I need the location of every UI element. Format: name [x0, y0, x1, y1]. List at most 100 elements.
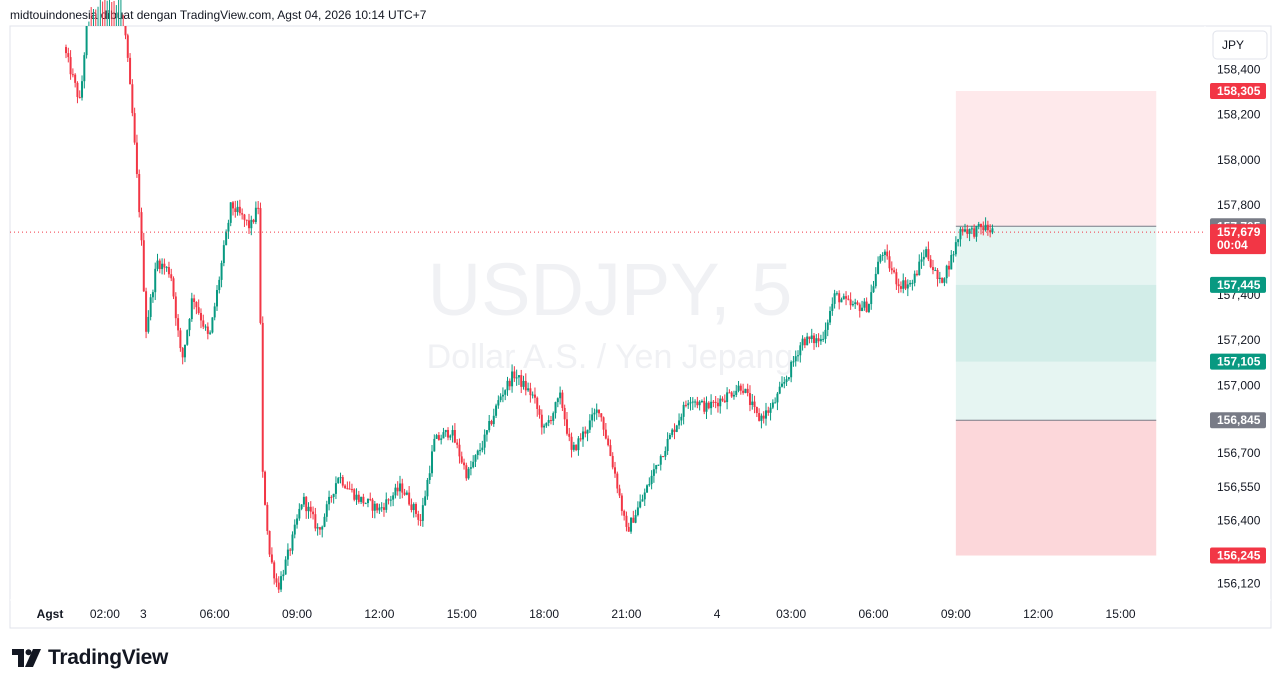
- candle: [952, 251, 955, 263]
- candle: [472, 455, 475, 469]
- x-tick-label: 09:00: [941, 607, 971, 621]
- candle: [415, 502, 417, 518]
- candle: [506, 376, 509, 396]
- stop-zone-lower[interactable]: [955, 420, 1157, 556]
- candle: [849, 292, 852, 310]
- time-axis[interactable]: Agst 02:00 3 06:00 09:00 12:00 15:00 18:00 21:00…: [37, 607, 1136, 621]
- candle: [289, 548, 292, 556]
- candle: [250, 215, 253, 236]
- candle: [199, 308, 202, 329]
- candle: [936, 268, 939, 287]
- target-zone-3[interactable]: [955, 361, 1157, 421]
- stop-lower-label: 156,245: [1210, 547, 1266, 564]
- candle: [712, 399, 715, 408]
- candle: [643, 488, 646, 506]
- candle: [723, 394, 726, 404]
- candle: [554, 401, 557, 419]
- candle: [339, 472, 342, 484]
- candle: [934, 267, 937, 272]
- candle: [929, 255, 932, 269]
- candle: [659, 454, 662, 471]
- candle: [382, 502, 385, 517]
- tradingview-logo[interactable]: TradingView: [12, 646, 168, 670]
- candle: [456, 439, 459, 449]
- candle: [632, 510, 635, 523]
- x-tick-label: 15:00: [1106, 607, 1136, 621]
- candle: [600, 413, 603, 422]
- candle: [705, 396, 708, 419]
- candle: [163, 258, 166, 275]
- candle: [623, 509, 626, 521]
- candle: [728, 389, 731, 394]
- candle: [556, 397, 559, 408]
- position-zones[interactable]: [955, 91, 1157, 556]
- candle: [966, 224, 969, 239]
- candle: [266, 502, 269, 535]
- candle: [824, 322, 827, 344]
- candle: [307, 502, 310, 519]
- candle: [78, 90, 81, 99]
- candle: [813, 332, 816, 350]
- candle: [476, 449, 479, 460]
- stop-zone-upper[interactable]: [955, 91, 1157, 227]
- candle: [515, 369, 518, 386]
- candle: [545, 422, 548, 428]
- svg-text:00:04: 00:04: [1217, 238, 1248, 252]
- candle: [664, 446, 667, 461]
- candle: [451, 425, 454, 443]
- candle: [220, 260, 223, 288]
- candle: [312, 506, 315, 520]
- candle: [76, 81, 79, 104]
- candle: [668, 432, 671, 440]
- candle: [531, 391, 534, 399]
- candle: [682, 401, 685, 425]
- candle: [394, 483, 397, 499]
- x-tick-label: 12:00: [1023, 607, 1053, 621]
- candle: [401, 478, 404, 499]
- candle: [492, 408, 495, 427]
- candle: [636, 501, 639, 517]
- candle: [325, 500, 328, 522]
- candle: [867, 303, 870, 314]
- candle: [591, 407, 594, 428]
- candle: [444, 429, 447, 437]
- target-zone-2[interactable]: [955, 284, 1157, 362]
- target-zone-1[interactable]: [955, 226, 1157, 285]
- candle: [604, 422, 607, 440]
- candle: [206, 322, 209, 340]
- candle: [893, 267, 896, 274]
- candle: [666, 432, 669, 455]
- candle: [760, 413, 763, 429]
- svg-text:158,305: 158,305: [1217, 84, 1261, 98]
- candle: [737, 380, 740, 393]
- candle: [950, 250, 953, 270]
- currency-button[interactable]: JPY: [1212, 30, 1268, 60]
- candle: [961, 227, 964, 236]
- candle: [410, 498, 413, 513]
- svg-text:156,845: 156,845: [1217, 413, 1261, 427]
- candle: [453, 423, 456, 444]
- candle: [142, 232, 145, 292]
- candle: [762, 411, 765, 424]
- candle: [447, 427, 450, 441]
- candle: [348, 481, 351, 490]
- candle: [703, 397, 706, 415]
- candle: [607, 435, 610, 447]
- candle: [421, 497, 424, 527]
- price-axis[interactable]: 158,400158,200158,000157,800157,400157,2…: [1217, 63, 1261, 591]
- candle: [318, 526, 321, 535]
- y-tick-label: 156,400: [1217, 514, 1261, 528]
- candle: [181, 346, 184, 365]
- candle: [707, 401, 710, 410]
- candle: [145, 287, 148, 339]
- candle: [819, 334, 822, 345]
- candle: [746, 383, 749, 397]
- candle: [172, 276, 175, 300]
- candle: [511, 364, 514, 393]
- candle: [755, 406, 758, 418]
- candle: [620, 493, 623, 516]
- candle: [625, 511, 628, 532]
- x-tick-label: 02:00: [90, 607, 120, 621]
- candle: [920, 252, 923, 269]
